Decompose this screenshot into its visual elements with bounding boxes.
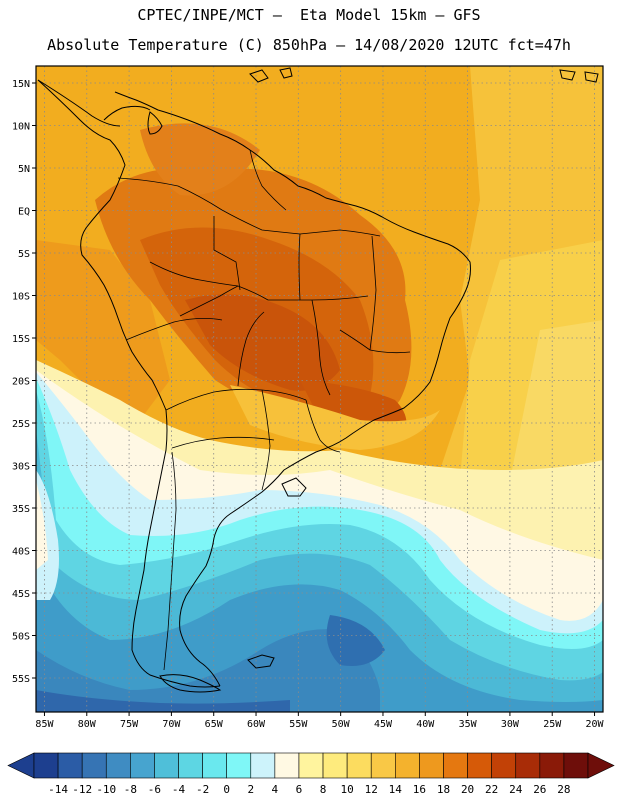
colorbar-label: 18 [437,783,450,796]
colorbar-label: 26 [533,783,546,796]
colorbar-under-arrow [7,752,35,779]
colorbar-swatch [563,752,589,779]
colorbar-swatch [202,752,227,779]
lat-tick-label: 5S [18,249,30,260]
colorbar-label: -14 [48,783,68,796]
country-borders [117,149,411,671]
lon-tick-label: 85W [35,719,54,730]
colorbar-swatch [178,752,203,779]
lon-tick-label: 30W [501,719,520,730]
colorbar-swatch [226,752,252,779]
lon-tick-label: 45W [374,719,393,730]
colorbar-label: -8 [124,783,137,796]
colorbar-swatch [515,752,541,779]
lon-tick-label: 75W [120,719,139,730]
colorbar-label: -6 [148,783,161,796]
colorbar-swatch [322,752,348,779]
colorbar-label: 6 [296,783,303,796]
colorbar-swatch [370,752,396,779]
colorbar-label: -12 [72,783,92,796]
colorbar-swatch [57,752,83,779]
colorbar-label: 20 [461,783,474,796]
lat-tick-label: 10S [12,292,30,303]
colorbar-swatch [130,752,155,779]
lat-tick-label: 25S [12,419,30,430]
temperature-colorbar: -14 -12 -10 -8 -6 -4 -2 0 2 4 6 8 10 12 14 16 18 20 22 24 26… [7,752,615,796]
colorbar-over-arrow [587,752,615,779]
colorbar-swatch [539,752,565,779]
latitude-axis: 15N 10N 5N EQ 5S 10S 15S 20S 25S 30S 35S 40S 45S 50S 5… [12,79,36,685]
lat-tick-label: 40S [12,547,30,558]
lat-tick-label: 15S [12,334,30,345]
map-title-line-2: Absolute Temperature (C) 850hPa – 14/08/… [47,36,571,54]
lat-tick-label: 35S [12,504,30,515]
lat-tick-label: 15N [12,79,30,90]
colorbar-label: 22 [485,783,498,796]
lat-tick-label: 50S [12,632,30,643]
map-frame [35,65,604,713]
colorbar-swatch [274,752,300,779]
colorbar-swatch [298,752,324,779]
colorbar-label: -4 [172,783,186,796]
lat-tick-label: 10N [12,122,30,133]
lat-tick-label: 45S [12,589,30,600]
lat-tick-label: 30S [12,462,30,473]
colorbar-swatch [491,752,517,779]
colorbar-label: 24 [509,783,523,796]
lon-tick-label: 40W [416,719,435,730]
colorbar-label: 28 [557,783,570,796]
colorbar-swatch [395,752,420,779]
lon-tick-label: 65W [205,719,224,730]
colorbar-swatch [154,752,179,779]
colorbar-label: 2 [247,783,254,796]
lon-tick-label: 55W [289,719,308,730]
lon-tick-label: 80W [78,719,97,730]
map-title-line-1: CPTEC/INPE/MCT – Eta Model 15km – GFS [137,6,481,24]
colorbar-swatch [105,752,131,779]
colorbar-swatch [346,752,372,779]
colorbar-swatch [467,752,492,779]
colorbar-label: 12 [365,783,378,796]
colorbar-label: -10 [96,783,116,796]
lat-tick-label: 5N [18,164,30,175]
colorbar-label: 16 [413,783,426,796]
lon-tick-label: 35W [459,719,478,730]
lon-tick-label: 70W [162,719,181,730]
colorbar-label: 10 [341,783,354,796]
colorbar-label: 14 [389,783,403,796]
longitude-axis: 85W 80W 75W 70W 65W 60W 55W 50W 45W 40W 35W 30W 25W 2… [35,712,605,730]
lat-tick-label: EQ [18,207,30,218]
lon-tick-label: 25W [543,719,562,730]
colorbar-label: 8 [320,783,327,796]
colorbar-swatch [33,752,59,779]
colorbar-swatch [81,752,107,779]
lon-tick-label: 60W [247,719,266,730]
colorbar-swatch [250,752,276,779]
lon-tick-label: 20W [586,719,605,730]
lon-tick-label: 50W [332,719,351,730]
colorbar-label: 4 [272,783,279,796]
lat-tick-label: 55S [12,674,30,685]
temperature-field [36,66,603,712]
colorbar-swatch [419,752,444,779]
colorbar-swatch [443,752,468,779]
lat-tick-label: 20S [12,377,30,388]
colorbar-label: 0 [223,783,230,796]
colorbar-label: -2 [196,783,209,796]
